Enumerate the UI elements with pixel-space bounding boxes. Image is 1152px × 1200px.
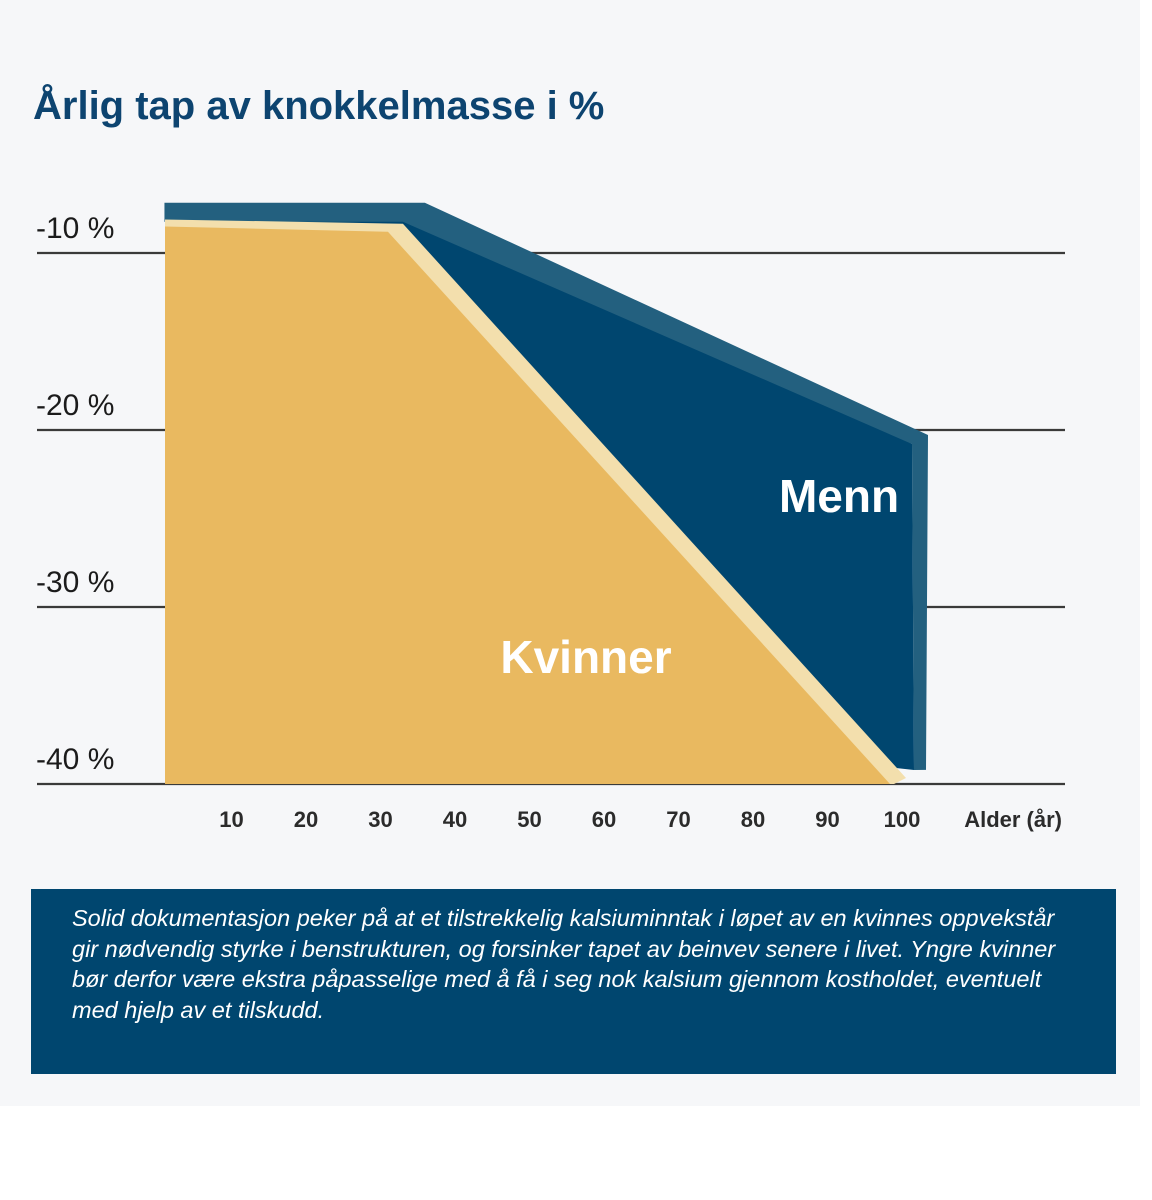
y-tick-label: -40 % [36,743,114,776]
y-tick-label: -20 % [36,389,114,422]
women-label: Kvinner [500,631,671,683]
women-area [165,226,890,784]
x-tick-label: 60 [592,807,616,832]
series-labels: Menn Kvinner [500,470,899,683]
x-tick-label: 10 [219,807,243,832]
x-tick-label: 70 [666,807,690,832]
info-text: Solid dokumentasjon peker på at et tilst… [72,905,1056,1023]
x-axis-label: Alder (år) [964,807,1062,832]
chart-title: Årlig tap av knokkelmasse i % [33,84,605,128]
x-axis-labels: 10 20 30 40 50 60 70 80 90 100 Alder (år) [219,807,1062,832]
x-tick-label: 30 [368,807,392,832]
x-tick-label: 80 [741,807,765,832]
men-area [164,221,914,770]
x-tick-label: 90 [815,807,839,832]
y-axis-labels: -10 % -20 % -30 % -40 % [36,212,114,776]
x-tick-label: 100 [884,807,921,832]
x-tick-label: 50 [517,807,541,832]
series-areas [164,202,928,784]
y-tick-label: -30 % [36,566,114,599]
info-box: Solid dokumentasjon peker på at et tilst… [31,889,1116,1074]
x-tick-label: 40 [443,807,467,832]
y-tick-label: -10 % [36,212,114,245]
men-label: Menn [779,470,899,522]
x-tick-label: 20 [294,807,318,832]
bone-loss-chart: -10 % -20 % -30 % -40 % Menn Kvinner 10 20 30 4… [36,202,1065,832]
